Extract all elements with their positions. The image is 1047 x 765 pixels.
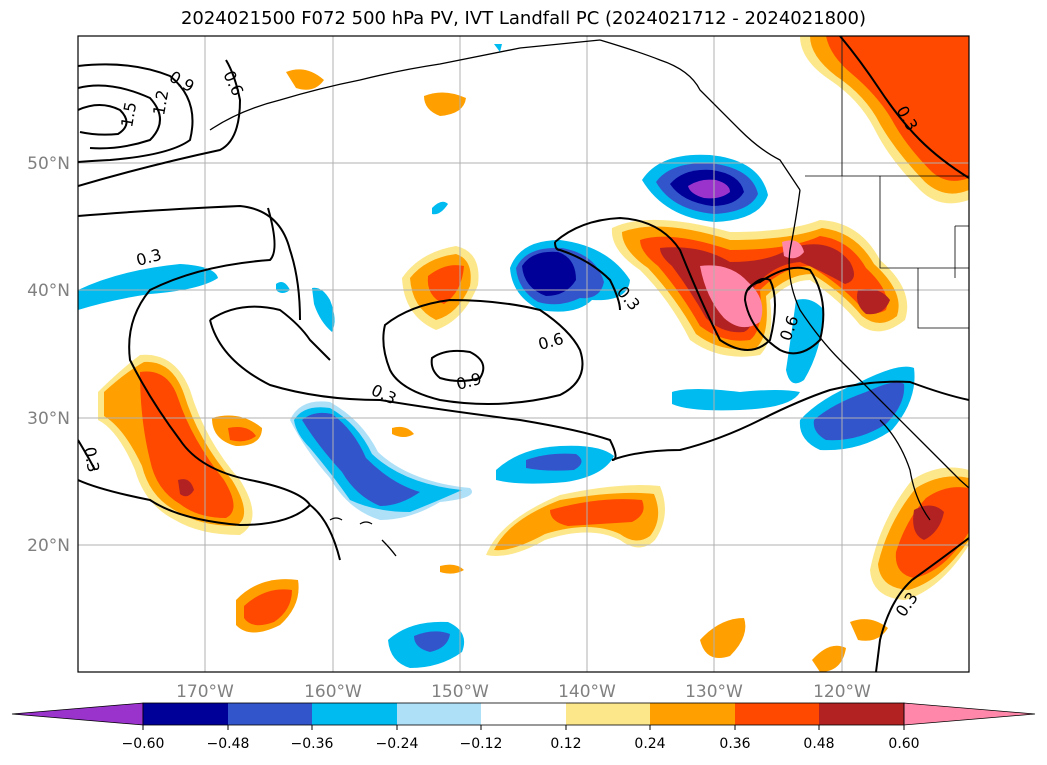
shade-negative-mid-1c <box>522 251 576 296</box>
lat-label: 50°N <box>27 154 70 174</box>
map-frame <box>77 35 970 673</box>
shade-positive-small-2b <box>228 427 256 442</box>
latitude-labels: 50°N 40°N 30°N 20°N <box>27 154 70 556</box>
borders <box>805 36 969 329</box>
contour-label: 1.2 <box>149 88 172 116</box>
lon-label: 150°W <box>431 682 489 702</box>
gridlines <box>78 36 969 672</box>
colorbar-extend-low <box>11 702 144 726</box>
colorbar-tick-label: −0.60 <box>122 736 165 752</box>
colorbar-tick-label: −0.36 <box>291 736 334 752</box>
colorbar: −0.60 −0.48 −0.36 −0.24 −0.12 0.12 0.24 … <box>11 702 1036 752</box>
pv-contours <box>78 36 969 672</box>
shade-positive-small-se-3 <box>700 618 746 658</box>
colorbar-segment <box>228 703 312 725</box>
map-background <box>78 36 969 672</box>
shade-negative-subtrop-1 <box>672 389 800 411</box>
shade-positive-small-se-2 <box>812 645 846 672</box>
coastlines <box>209 39 969 557</box>
shade-positive-subtropical-3 <box>550 499 644 526</box>
colorbar-segment <box>819 703 904 725</box>
contour-label: 1.5 <box>117 100 140 128</box>
shade-positive-ne-pacific-5 <box>700 265 763 328</box>
lon-label: 130°W <box>685 682 743 702</box>
shade-positive-baja-4 <box>913 505 944 540</box>
colorbar-outline <box>142 702 905 726</box>
lat-label: 40°N <box>27 281 70 301</box>
shade-negative-south-b <box>414 631 450 652</box>
colorbar-extend-high <box>903 702 1036 726</box>
shade-positive-small-4 <box>424 92 466 116</box>
colorbar-tick-label: 0.12 <box>550 736 581 752</box>
colorbar-segment <box>566 703 650 725</box>
shade-negative-small-1 <box>312 287 335 332</box>
shade-negative-subtrop-2b <box>526 453 582 471</box>
shade-positive-small-7 <box>440 564 464 574</box>
colorbar-tick-label: 0.24 <box>634 736 665 752</box>
colorbar-tick-label: 0.48 <box>803 736 834 752</box>
colorbar-segment <box>397 703 481 725</box>
colorbar-segment <box>650 703 735 725</box>
colorbar-segment <box>481 703 566 725</box>
shade-negative-hawaii-3 <box>302 412 420 506</box>
shade-positive-small-5 <box>286 69 324 90</box>
colorbar-segment <box>312 703 397 725</box>
colorbar-tick-labels: −0.60 −0.48 −0.36 −0.24 −0.12 0.12 0.24 … <box>122 736 920 752</box>
longitude-labels: 170°W 160°W 150°W 140°W 130°W 120°W <box>176 682 871 702</box>
colorbar-segment <box>735 703 819 725</box>
shade-positive-west-4 <box>178 479 194 497</box>
contour-label: 0.3 <box>80 445 103 473</box>
shade-negative-small-4 <box>494 44 502 52</box>
colorbar-tick-label: −0.12 <box>460 736 503 752</box>
shade-positive-west-3 <box>140 371 234 518</box>
lat-label: 20°N <box>27 536 70 556</box>
shade-positive-oregon <box>857 289 890 315</box>
colorbar-tick-label: 0.36 <box>719 736 750 752</box>
shade-negative-coast <box>786 299 824 384</box>
shade-negative-upper-1d <box>688 179 730 199</box>
lon-label: 170°W <box>176 682 234 702</box>
map-title: 2024021500 F072 500 hPa PV, IVT Landfall… <box>180 8 867 29</box>
shade-positive-mid-1c <box>427 265 464 304</box>
colorbar-tick-label: −0.48 <box>207 736 250 752</box>
lat-label: 30°N <box>27 409 70 429</box>
map-content <box>78 36 969 672</box>
shade-positive-small-6 <box>392 426 414 437</box>
colorbar-tick-label: −0.24 <box>376 736 419 752</box>
shade-negative-small-3 <box>432 201 448 215</box>
colorbar-segment <box>143 703 228 725</box>
shade-positive-bc-3 <box>826 36 969 181</box>
lon-label: 160°W <box>304 682 362 702</box>
shade-positive-small-3b <box>244 589 292 626</box>
lon-label: 140°W <box>558 682 616 702</box>
shade-positive-coast-small <box>782 240 804 259</box>
colorbar-ticks <box>142 725 905 730</box>
shade-positive-small-se-1 <box>850 619 888 641</box>
colorbar-tick-label: 0.60 <box>888 736 919 752</box>
shade-negative-socal-b <box>813 382 905 441</box>
lon-label: 120°W <box>813 682 871 702</box>
